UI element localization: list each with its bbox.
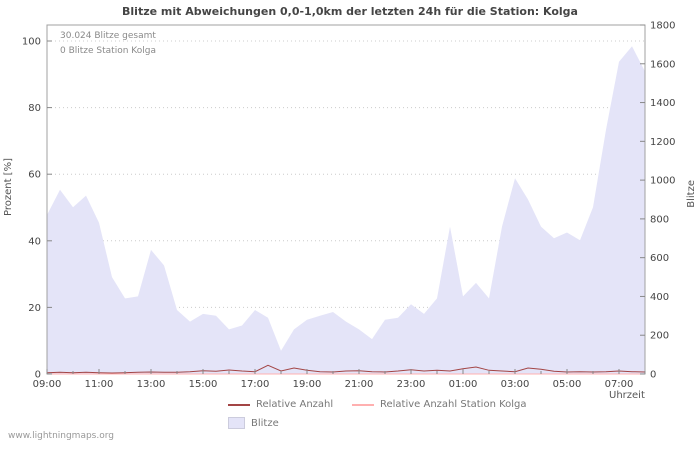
y-left-tick-label: 60 [28,170,41,181]
legend-item-relative-anzahl-station: Relative Anzahl Station Kolga [352,399,527,410]
y-right-tick-label: 1400 [650,98,675,109]
y-right-tick-label: 0 [650,370,656,381]
left-axis-label: Prozent [%] [3,158,14,217]
x-axis-label: Uhrzeit [609,390,645,401]
y-left-tick-label: 100 [22,37,41,48]
y-right-tick-label: 1600 [650,59,675,70]
chart-title: Blitze mit Abweichungen 0,0-1,0km der le… [122,5,578,18]
x-tick-label: 11:00 [85,379,114,390]
y-left-tick-label: 0 [35,370,41,381]
x-tick-label: 03:00 [501,379,530,390]
x-tick-label: 19:00 [293,379,322,390]
y-right-tick-label: 1000 [650,176,675,187]
relative-anzahl-line [46,364,646,374]
legend-item-blitze: Blitze [228,417,279,429]
y-right-tick-label: 600 [650,253,669,264]
y-right-tick-label: 800 [650,214,669,225]
x-tick-label: 21:00 [345,379,374,390]
y-left-tick-label: 20 [28,303,41,314]
x-tick-label: 17:00 [241,379,270,390]
legend-label-blitze: Blitze [251,417,279,429]
legend-label-relative-anzahl-station: Relative Anzahl Station Kolga [380,399,527,410]
y-right-tick-label: 200 [650,331,669,342]
y-right-tick-label: 400 [650,292,669,303]
legend-item-relative-anzahl: Relative Anzahl [228,399,333,410]
legend-label-relative-anzahl: Relative Anzahl [256,399,334,410]
annotation-station-blitze: 0 Blitze Station Kolga [60,46,156,56]
y-right-tick-label: 1200 [650,137,675,148]
x-tick-label: 15:00 [189,379,218,390]
y-left-tick-label: 40 [28,236,41,247]
watermark: www.lightningmaps.org [8,431,114,441]
right-axis-label: Blitze [686,180,697,208]
annotation-total-blitze: 30.024 Blitze gesamt [60,31,156,41]
x-tick-label: 07:00 [605,379,634,390]
y-right-tick-label: 1800 [650,21,675,32]
blitze-swatch-icon [228,417,245,429]
relative-anzahl-swatch-icon [228,403,250,406]
x-tick-label: 05:00 [553,379,582,390]
y-left-tick-label: 80 [28,103,41,114]
x-tick-label: 01:00 [449,379,478,390]
x-tick-label: 09:00 [33,379,62,390]
x-tick-label: 13:00 [137,379,166,390]
blitze-area [47,46,645,375]
x-tick-label: 23:00 [397,379,426,390]
relative-anzahl-station-swatch-icon [352,403,374,406]
